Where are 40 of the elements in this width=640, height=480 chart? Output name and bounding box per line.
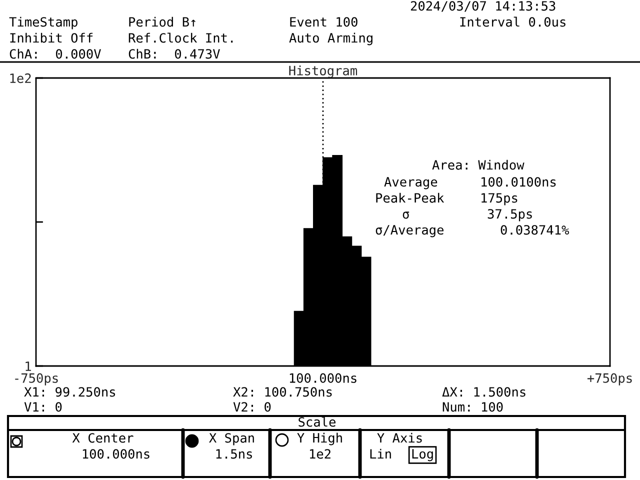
annotation: Peak-Peak [376, 192, 444, 203]
text: V1: 0 [24, 402, 62, 412]
text: X Span [209, 433, 254, 446]
annotation: 175ps [482, 193, 518, 206]
text: 1e2 [310, 449, 330, 459]
ref-line-label: 100.000ns [290, 373, 356, 383]
text: ChB: 0.473V [128, 48, 220, 59]
annotation: 37.5ps [488, 209, 532, 222]
annotation: σ [402, 212, 410, 219]
text: ΔX: 1.500ns [442, 387, 526, 397]
text: Inhibit Off [10, 32, 93, 43]
annotation: 0.038741% [500, 225, 570, 235]
text: V2: 0 [233, 402, 271, 412]
annotation: Average [384, 177, 438, 190]
text: ChA: 0.000V [10, 48, 101, 59]
text: Lin [370, 448, 391, 459]
text: Log [412, 449, 433, 462]
text: Interval 0.0us [460, 16, 566, 27]
text: 2024/03/07 14:13:53 [410, 1, 556, 12]
text: TimeStamp [9, 16, 78, 30]
text: Auto Arming [289, 32, 372, 46]
annotation: σ/Average [376, 225, 444, 238]
text: Ref.Clock Int. [128, 32, 233, 43]
x-tick-label: +750ps [587, 373, 632, 386]
text: 100.000ns [82, 449, 150, 459]
text: X1: 99.250ns [24, 387, 116, 397]
text: 1.5ns [216, 449, 252, 459]
text: X Center [72, 433, 134, 443]
chart-title: Histogram [289, 66, 358, 78]
text: X2: 100.750ns [233, 387, 332, 397]
text: Scale [298, 416, 336, 427]
annotation: 100.0100ns [482, 177, 556, 187]
text: Event 100 [290, 17, 358, 27]
text: Y Axis [377, 432, 422, 443]
text: Period B↑ [129, 16, 196, 27]
annotation: Area: Window [432, 160, 524, 170]
text: Y High [297, 432, 342, 446]
text: Num: 100 [442, 402, 503, 412]
x-tick-label: -750ps [15, 373, 58, 386]
y-tick-label: 1 [26, 362, 31, 371]
